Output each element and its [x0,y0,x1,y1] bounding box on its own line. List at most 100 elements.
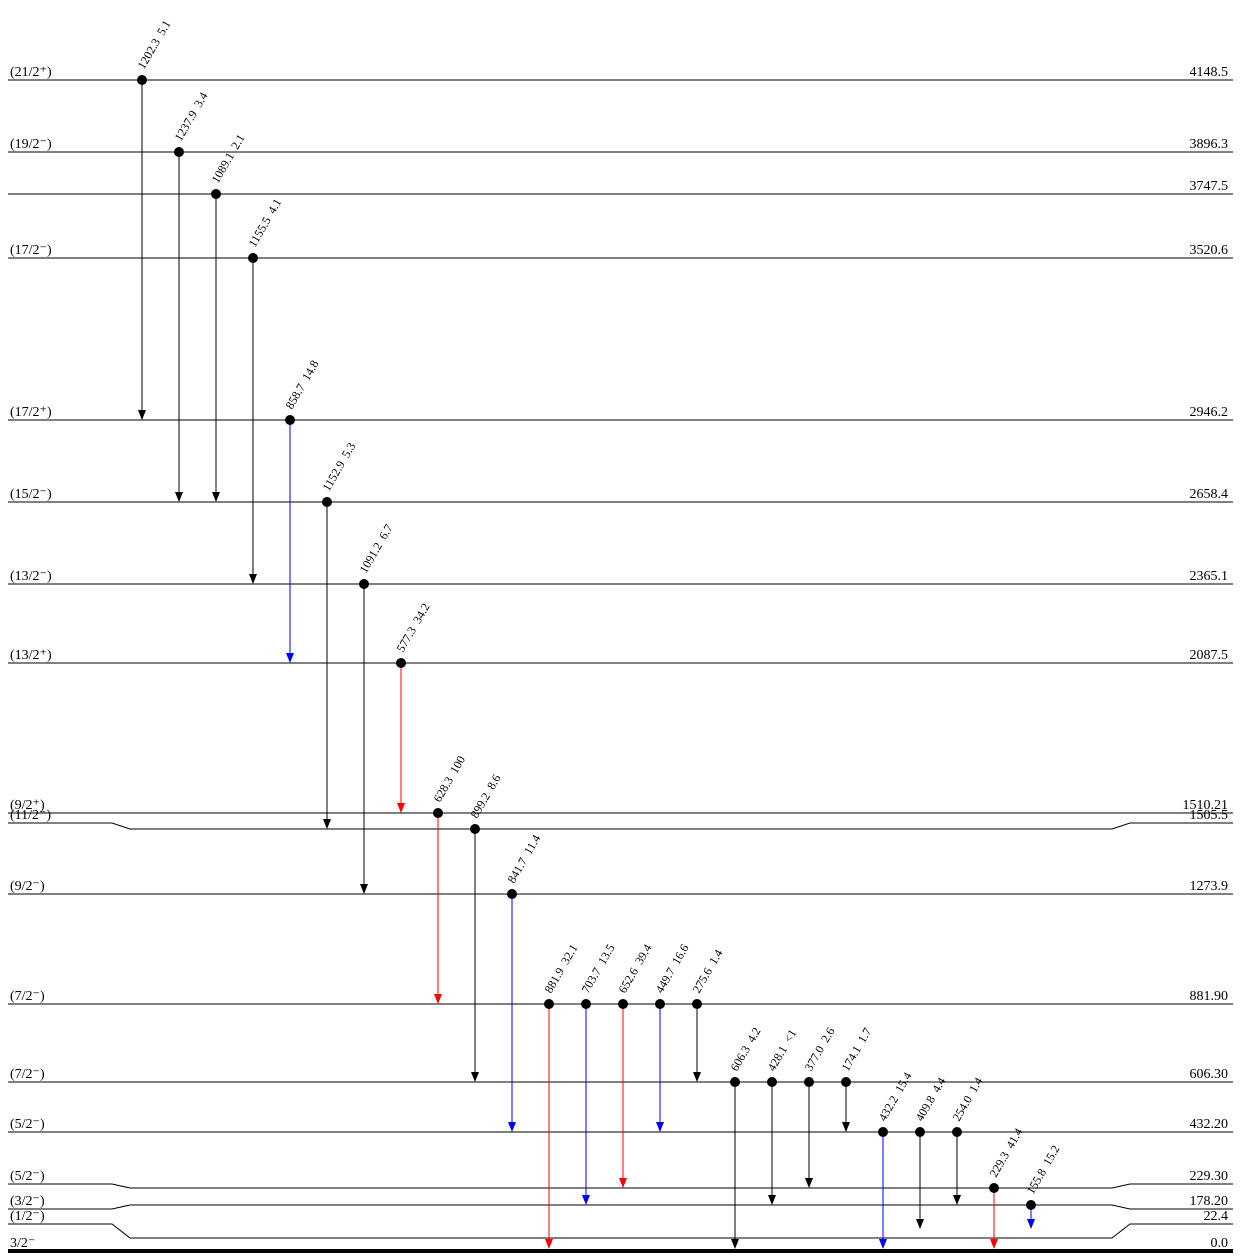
transition-energy: 409.8 [912,1093,938,1123]
transition-intensity: 6.7 [376,522,396,542]
transition-intensity: 4.2 [744,1025,764,1045]
transition-energy: 899.2 [467,790,493,820]
level-energy-label: 3520.6 [1190,243,1229,258]
origin-dot [396,658,406,668]
levels-group: (21/2⁺) 4148.5 (19/2⁻) 3896.3 3747.5 (17/2⁻) 3… [8,65,1233,1253]
transition-energy: 652.6 [615,965,641,995]
level-energy-label: 178.20 [1190,1194,1229,1209]
transition-energy: 377.0 [801,1043,827,1073]
transition-intensity: 16.6 [669,942,692,967]
level-spin-label: (17/2⁺) [10,405,52,420]
origin-dot [655,999,665,1009]
transition-energy: 229.3 [986,1149,1012,1179]
transition-label: 577.334.2 [393,601,432,655]
level-4148.5: (21/2⁺) 4148.5 [8,65,1233,81]
level-energy-label: 229.30 [1190,1169,1229,1184]
level-2946.2: (17/2⁺) 2946.2 [8,405,1233,421]
origin-dot [433,808,443,818]
transition-label: 229.341.4 [986,1126,1025,1180]
level-spin-label: 3/2⁻ [10,1236,35,1251]
transition-energy: 174.1 [838,1043,864,1073]
transition-energy: 1237.9 [171,108,200,144]
transitions-group: 1202.35.11237.93.41089.12.11155.54.1858.… [134,18,1063,1249]
transition-label: 1237.93.4 [171,90,210,144]
arrowhead-icon [693,1072,701,1082]
transition-label: 652.639.4 [615,942,654,996]
arrowhead-icon [656,1122,664,1132]
transition-intensity: 4.4 [929,1075,949,1095]
level-3520.6: (17/2⁻) 3520.6 [8,243,1233,259]
transition-energy: 628.3 [430,774,456,804]
transition-intensity: <1 [781,1027,800,1045]
level-229.30: (5/2⁻) 229.30 [8,1169,1233,1189]
transition-energy: 703.7 [578,965,604,995]
transition-label: 428.1<1 [764,1027,799,1074]
origin-dot [618,999,628,1009]
transition-intensity: 2.6 [818,1025,838,1045]
level-energy-label: 2946.2 [1190,405,1229,420]
transition-label: 606.34.2 [727,1025,763,1074]
transition-energy: 155.8 [1023,1166,1049,1196]
transition-432.2: 432.215.4 [875,1070,915,1249]
level-energy-label: 22.4 [1204,1209,1229,1224]
origin-dot [952,1127,962,1137]
transition-intensity: 1.4 [706,947,726,967]
level-energy-label: 432.20 [1190,1117,1229,1132]
level-1510.21: (9/2⁺) 1510.21 [8,798,1233,814]
level-line [8,1223,1233,1239]
arrowhead-icon [842,1122,850,1132]
transition-intensity: 5.3 [339,440,359,460]
arrowhead-icon [545,1239,553,1249]
arrowhead-icon [138,410,146,420]
level-2087.5: (13/2⁺) 2087.5 [8,648,1233,664]
transition-intensity: 1.4 [966,1075,986,1095]
level-energy-label: 2365.1 [1190,569,1229,584]
origin-dot [211,189,221,199]
level-energy-label: 1510.21 [1183,798,1229,813]
arrowhead-icon [990,1239,998,1249]
level-energy-label: 606.30 [1190,1067,1229,1082]
origin-dot [730,1077,740,1087]
transition-label: 841.711.4 [504,832,543,885]
transition-label: 432.215.4 [875,1070,914,1124]
transition-intensity: 34.2 [410,601,433,626]
transition-label: 174.11.7 [838,1025,874,1073]
origin-dot [322,497,332,507]
arrowhead-icon [434,994,442,1004]
level-spin-label: (19/2⁻) [10,137,52,152]
transition-intensity: 2.1 [228,132,248,152]
arrowhead-icon [175,492,183,502]
transition-energy: 577.3 [393,624,419,654]
transition-energy: 449.7 [652,965,678,995]
level-0.0: 3/2⁻ 0.0 [8,1236,1233,1253]
level-energy-label: 2658.4 [1190,487,1229,502]
level-spin-label: (5/2⁻) [10,1117,45,1132]
transition-energy: 1155.5 [245,214,273,249]
arrowhead-icon [1027,1219,1035,1229]
transition-intensity: 100 [447,753,468,776]
level-spin-label: (13/2⁺) [10,648,52,663]
arrowhead-icon [731,1239,739,1249]
origin-dot [174,147,184,157]
level-3896.3: (19/2⁻) 3896.3 [8,137,1233,153]
transition-858.7: 858.714.8 [282,358,322,663]
level-spin-label: (3/2⁻) [10,1194,45,1209]
transition-label: 1089.12.1 [208,132,247,186]
level-1505.5: (11/2⁻) 1505.5 [8,808,1233,830]
arrowhead-icon [619,1178,627,1188]
transition-energy: 881.9 [541,965,567,995]
transition-409.8: 409.84.4 [912,1075,949,1229]
transition-label: 628.3100 [430,753,468,804]
transition-energy: 1091.2 [356,540,385,576]
transition-intensity: 32.1 [558,942,581,967]
transition-intensity: 4.1 [265,196,285,216]
arrowhead-icon [212,492,220,502]
origin-dot [581,999,591,1009]
transition-label: 858.714.8 [282,358,321,412]
transition-841.7: 841.711.4 [504,832,543,1132]
level-2658.4: (15/2⁻) 2658.4 [8,487,1233,503]
transition-intensity: 15.2 [1040,1143,1063,1168]
arrowhead-icon [508,1122,516,1132]
level-1273.9: (9/2⁻) 1273.9 [8,879,1233,895]
